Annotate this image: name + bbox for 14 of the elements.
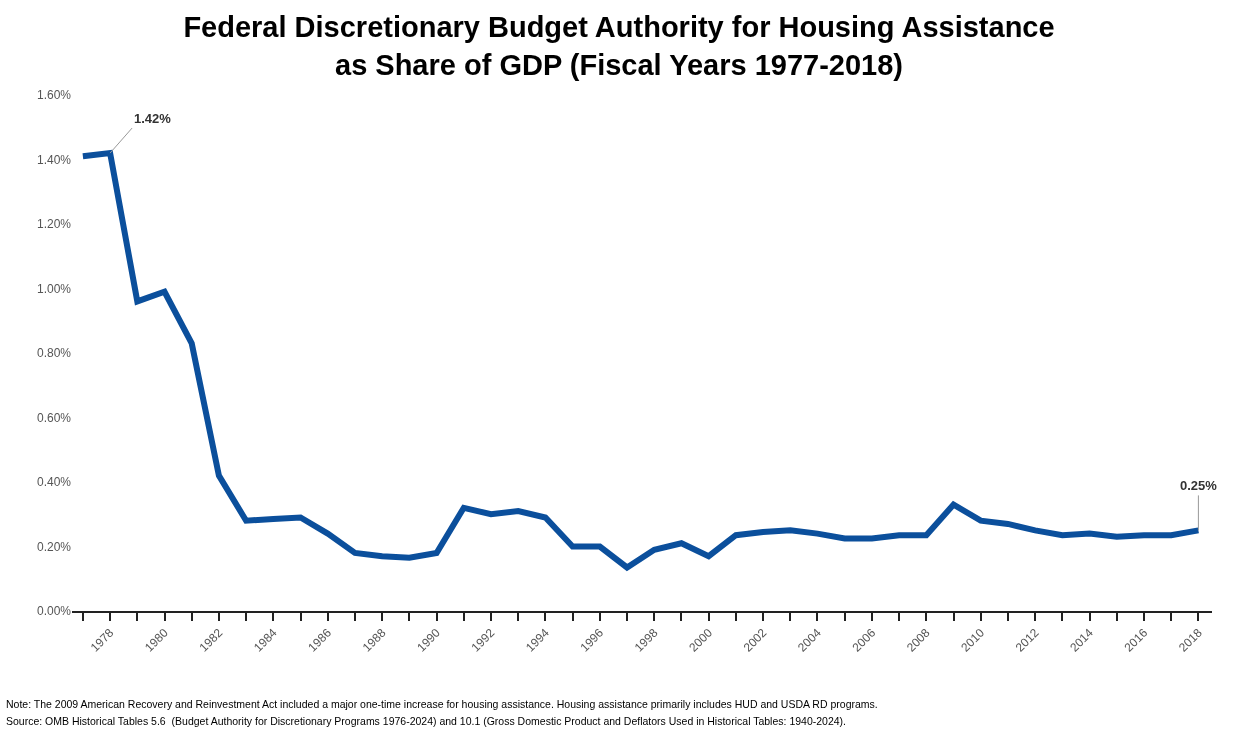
annotation: 0.25% bbox=[1180, 478, 1218, 493]
y-tick-label: 1.40% bbox=[36, 152, 72, 167]
y-tick-label: 1.60% bbox=[36, 88, 72, 103]
y-tick-label: 0.20% bbox=[36, 539, 72, 554]
source-note: Source: OMB Historical Tables 5.6 (Budget Authority for Discretionary Programs 1976-2024) and 10.1 (Gross Domestic Product and Deflators Used in Historical Tables: 1940-2024). bbox=[6, 715, 847, 727]
y-tick-label: 1.20% bbox=[36, 217, 72, 232]
y-tick-label: 0.00% bbox=[36, 604, 72, 619]
text: Note: The 2009 American Recovery and Reinvestment Act included a major one-time increase for housing assistance. Housing assistance primarily includes HUD and USDA RD programs. bbox=[6, 698, 878, 710]
y-tick-label: 0.60% bbox=[36, 410, 72, 425]
y-tick-label: 0.40% bbox=[36, 475, 72, 490]
y-tick-label: 0.80% bbox=[36, 346, 72, 361]
annotation: 1.42% bbox=[134, 111, 172, 126]
chart-title: Federal Discretionary Budget Authority for Housing Assistance as Share of GDP (Fiscal Years 1977-2018) bbox=[183, 10, 1055, 81]
y-tick-label: 1.00% bbox=[36, 281, 72, 296]
